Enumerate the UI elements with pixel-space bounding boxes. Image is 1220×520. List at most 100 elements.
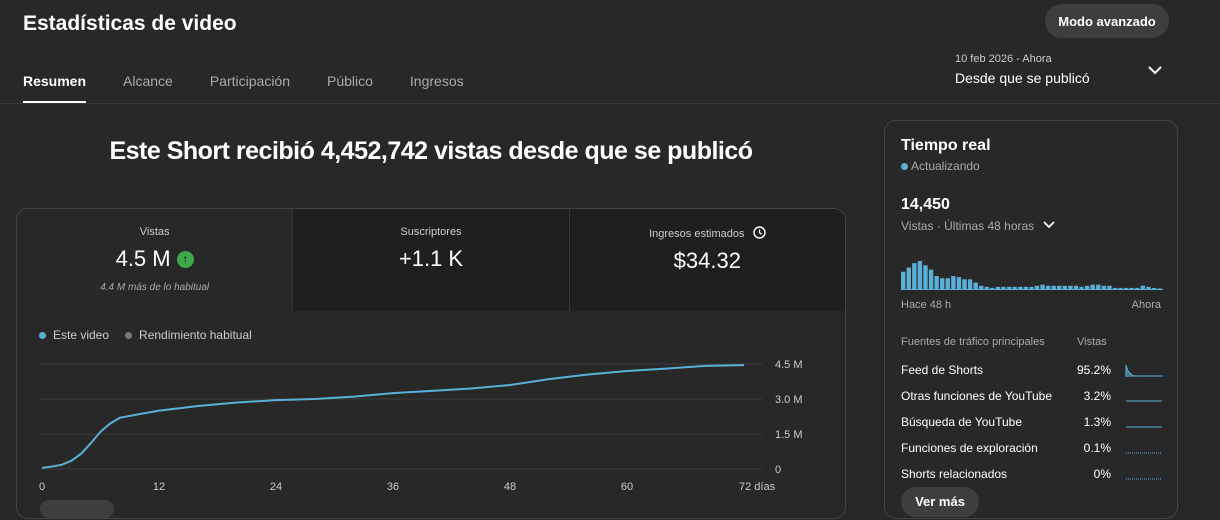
realtime-bar bbox=[967, 279, 973, 289]
chart-legend: Este video Rendimiento habitual bbox=[39, 328, 252, 342]
sparkline-path bbox=[1125, 364, 1163, 377]
date-range-label: Desde que se publicó bbox=[955, 70, 1090, 86]
source-name: Funciones de exploración bbox=[901, 441, 1038, 455]
source-name: Shorts relacionados bbox=[901, 467, 1008, 481]
source-pct: 0% bbox=[1093, 467, 1111, 481]
more-button[interactable] bbox=[40, 500, 114, 518]
tab-ingresos[interactable]: Ingresos bbox=[409, 73, 464, 89]
date-range-selector[interactable]: 10 feb 2026 - Ahora Desde que se publicó bbox=[955, 53, 1090, 86]
metric-views[interactable]: Vistas 4.5 M ↑ 4.4 M más de lo habitual bbox=[17, 209, 293, 311]
realtime-bar bbox=[1118, 287, 1123, 289]
tab-publico[interactable]: Público bbox=[327, 73, 373, 89]
realtime-bar bbox=[1107, 285, 1112, 289]
realtime-bar bbox=[1023, 286, 1029, 289]
x-tick-label: 36 bbox=[387, 481, 399, 493]
views-header: Vistas bbox=[1077, 336, 1107, 348]
metric-label: Suscriptores bbox=[400, 226, 462, 238]
tab-participacion[interactable]: Participación bbox=[209, 73, 290, 89]
realtime-bar bbox=[1018, 286, 1023, 289]
realtime-bar bbox=[1084, 285, 1090, 289]
x-tick-label: 0 bbox=[39, 481, 45, 493]
source-name: Feed de Shorts bbox=[901, 363, 984, 377]
realtime-bar bbox=[1129, 287, 1134, 289]
traffic-source-row[interactable]: Feed de Shorts 95.2% bbox=[901, 363, 1163, 389]
realtime-bar bbox=[1045, 285, 1051, 289]
realtime-bar bbox=[990, 287, 995, 289]
legend-dot bbox=[125, 332, 133, 339]
realtime-bar bbox=[1146, 286, 1151, 289]
source-pct: 0.1% bbox=[1083, 441, 1111, 455]
traffic-sources: Fuentes de tráfico principales Vistas Fee… bbox=[901, 336, 1163, 493]
series-line-este-video bbox=[41, 364, 745, 469]
realtime-bar bbox=[962, 279, 967, 289]
realtime-bar bbox=[1034, 285, 1040, 289]
sources-header: Fuentes de tráfico principales bbox=[901, 336, 1045, 348]
page-title: Estadísticas de video bbox=[23, 12, 237, 35]
realtime-status: Actualizando bbox=[911, 159, 980, 173]
metrics-card: Vistas 4.5 M ↑ 4.4 M más de lo habitual … bbox=[16, 208, 846, 519]
realtime-bar bbox=[934, 276, 939, 289]
realtime-title: Tiempo real bbox=[901, 137, 991, 154]
chevron-down-icon[interactable] bbox=[1042, 220, 1056, 230]
metric-value: 4.5 M bbox=[115, 246, 171, 271]
y-tick-label: 4.5 M bbox=[775, 359, 803, 371]
realtime-bar bbox=[1006, 286, 1012, 289]
traffic-source-row[interactable]: Búsqueda de YouTube 1.3% bbox=[901, 415, 1163, 441]
source-sparkline bbox=[1126, 478, 1162, 480]
legend-typical: Rendimiento habitual bbox=[125, 328, 252, 342]
tab-alcance[interactable]: Alcance bbox=[123, 73, 173, 89]
realtime-bar bbox=[1051, 285, 1056, 289]
realtime-bar bbox=[940, 278, 945, 289]
metric-value: +1.1 K bbox=[398, 246, 464, 271]
realtime-card: Tiempo real Actualizando 14,450 Vistas ·… bbox=[884, 120, 1178, 519]
traffic-source-row[interactable]: Funciones de exploración 0.1% bbox=[901, 441, 1163, 467]
metric-sub: 4.4 M más de lo habitual bbox=[100, 282, 210, 293]
legend-dot bbox=[39, 332, 46, 339]
realtime-count: 14,450 bbox=[901, 196, 950, 213]
realtime-bar bbox=[906, 267, 911, 289]
realtime-bar bbox=[945, 278, 950, 289]
metric-revenue[interactable]: Ingresos estimados $34.32 bbox=[568, 209, 845, 311]
metric-subscribers[interactable]: Suscriptores +1.1 K bbox=[292, 209, 569, 311]
x-tick-label: 24 bbox=[270, 481, 282, 493]
source-name: Búsqueda de YouTube bbox=[901, 415, 1023, 429]
realtime-bar bbox=[1062, 285, 1068, 289]
source-sparkline bbox=[1126, 400, 1162, 402]
source-sparkline bbox=[1126, 426, 1162, 428]
metric-value: $34.32 bbox=[673, 248, 741, 273]
advanced-mode-button[interactable]: Modo avanzado bbox=[1045, 4, 1169, 38]
realtime-bar bbox=[1001, 286, 1006, 289]
x-tick-label: 12 bbox=[153, 481, 165, 493]
realtime-bar bbox=[1090, 284, 1095, 289]
traffic-source-row[interactable]: Otras funciones de YouTube 3.2% bbox=[901, 389, 1163, 415]
realtime-bar bbox=[1101, 285, 1107, 289]
legend-label: Este video bbox=[53, 328, 110, 342]
realtime-bar bbox=[1096, 284, 1101, 289]
see-more-button[interactable]: Ver más bbox=[901, 487, 979, 517]
traffic-source-row[interactable]: Shorts relacionados 0% bbox=[901, 467, 1163, 493]
legend-label: Rendimiento habitual bbox=[139, 328, 252, 342]
realtime-bar bbox=[956, 277, 962, 289]
realtime-bar bbox=[912, 263, 917, 289]
realtime-bar bbox=[979, 285, 984, 289]
axis-start: Hace 48 h bbox=[901, 299, 952, 311]
realtime-bar-chart bbox=[901, 261, 1163, 290]
tab-resumen[interactable]: Resumen bbox=[23, 73, 87, 103]
realtime-bar bbox=[1012, 286, 1017, 289]
realtime-period-selector[interactable]: Vistas · Últimas 48 horas bbox=[901, 219, 1056, 233]
status-dot bbox=[901, 163, 908, 170]
legend-this-video: Este video bbox=[39, 328, 109, 342]
headline: Este Short recibió 4,452,742 vistas desd… bbox=[109, 137, 753, 165]
clock-icon bbox=[752, 226, 766, 239]
realtime-bar bbox=[928, 269, 934, 289]
chevron-down-icon[interactable] bbox=[1147, 64, 1163, 76]
realtime-bar bbox=[984, 286, 989, 289]
y-tick-label: 3.0 M bbox=[775, 394, 803, 406]
y-tick-label: 0 bbox=[775, 464, 781, 476]
tabs: Resumen Alcance Participación Público In… bbox=[23, 73, 464, 103]
metric-label: Vistas bbox=[139, 226, 170, 238]
source-pct: 1.3% bbox=[1083, 415, 1111, 429]
source-sparkline bbox=[1125, 364, 1163, 377]
realtime-bar bbox=[951, 276, 956, 289]
realtime-bar bbox=[1040, 284, 1045, 289]
